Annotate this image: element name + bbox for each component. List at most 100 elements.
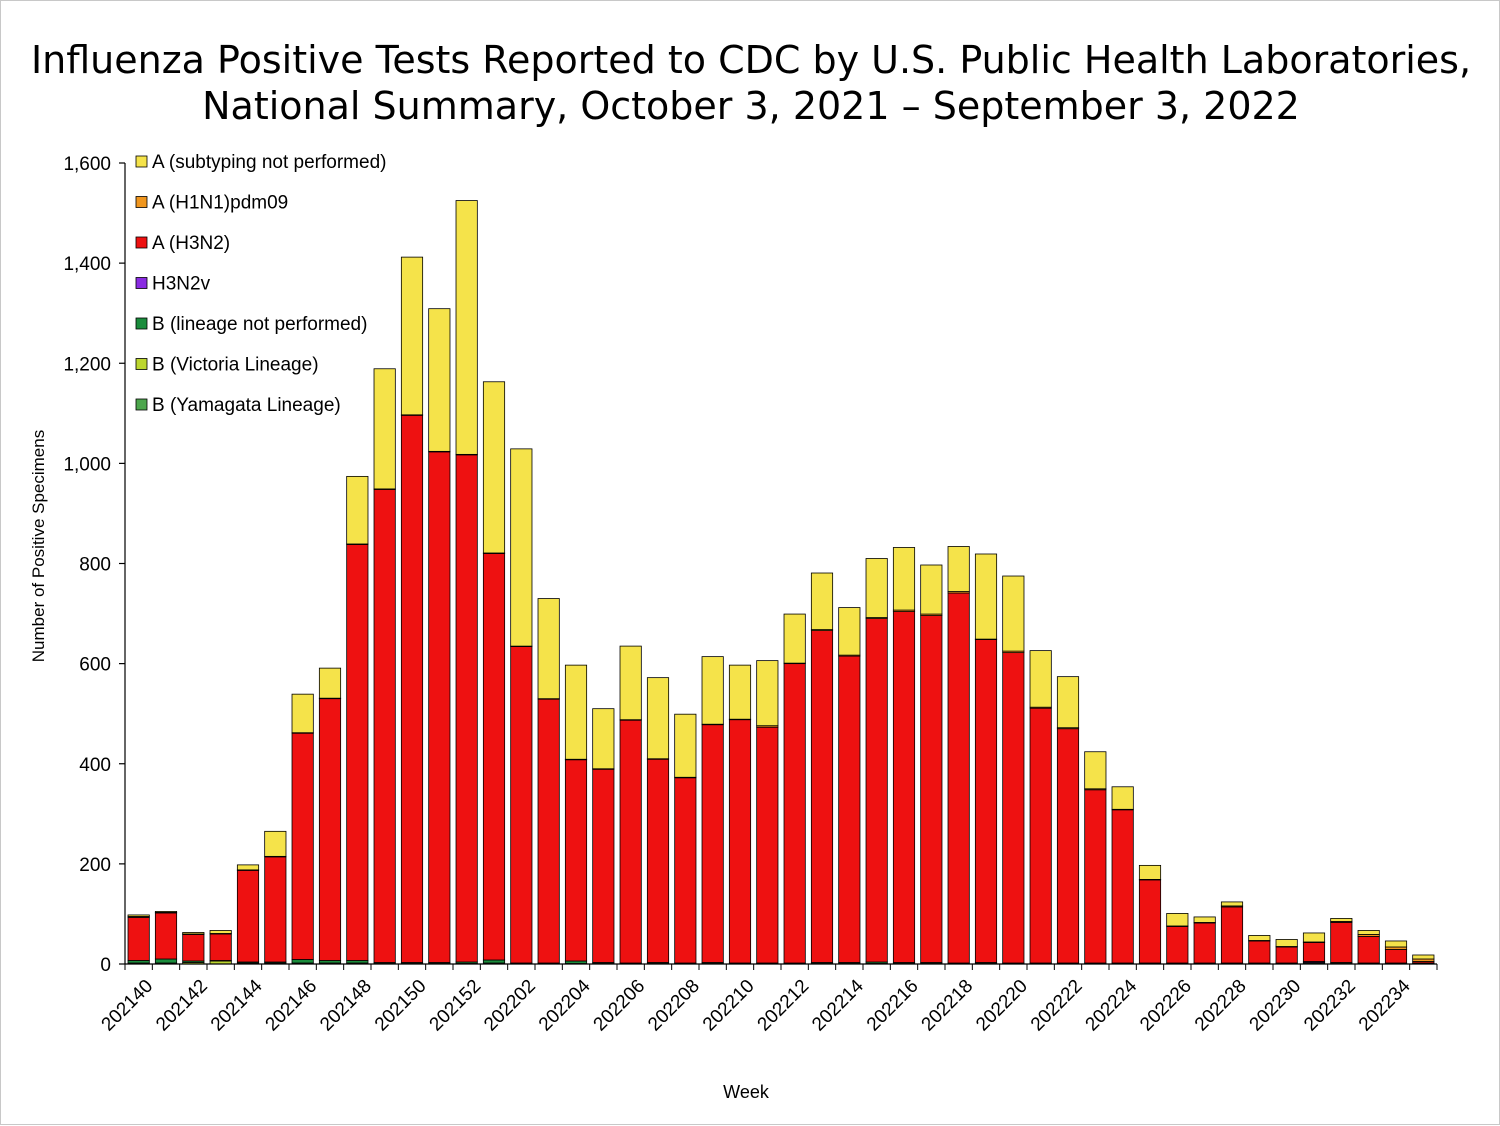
bar-segment-202145 (264, 830, 287, 857)
x-tick-label: 202142 (152, 976, 212, 1036)
bar-segment-202223 (1084, 789, 1107, 964)
bar-segment-202221 (1029, 650, 1052, 708)
legend-swatch (135, 358, 148, 370)
x-tick-label: 202146 (262, 976, 322, 1036)
bar-segment-202227 (1193, 922, 1216, 964)
bar-segment-202141 (154, 912, 178, 960)
bar-segment-202206 (619, 645, 642, 721)
x-tick-label: 202204 (535, 975, 595, 1035)
bar-segment-202222 (1056, 728, 1080, 964)
chart-title-line-2: National Summary, October 3, 2021 – Sept… (202, 84, 1300, 128)
y-tick-label: 200 (79, 855, 111, 876)
bar-segment-202215 (865, 558, 888, 618)
bar-segment-202148 (346, 544, 369, 961)
bar-segment-202145 (264, 856, 287, 963)
bar-segment-202208 (674, 713, 697, 778)
y-tick-label: 600 (79, 655, 111, 676)
bar-segment-202143 (209, 930, 232, 934)
x-tick-label: 202144 (207, 975, 267, 1035)
bar-segment-202141 (154, 911, 178, 913)
bar-segment-202201 (482, 553, 506, 961)
legend-swatch (135, 317, 148, 330)
bar-segment-202232 (1330, 918, 1353, 922)
bar-segment-202202 (510, 448, 533, 647)
bar-segment-202228 (1220, 906, 1244, 964)
chart-title-line-1: Influenza Positive Tests Reported to CDC… (30, 38, 1472, 82)
bar-segment-202144 (236, 869, 260, 963)
bar-segment-202233 (1357, 936, 1380, 964)
x-tick-label: 202140 (98, 976, 158, 1036)
bar-segment-202149 (373, 489, 396, 963)
bar-segment-202229 (1248, 935, 1271, 941)
bar-segment-202231 (1302, 942, 1326, 962)
bar-segment-202204 (564, 759, 588, 962)
bar-segment-202225 (1138, 879, 1162, 964)
bar-segment-202211 (756, 660, 779, 727)
bar-segment-202218 (947, 592, 970, 964)
y-tick-label: 400 (79, 755, 111, 776)
bar-segment-202203 (537, 698, 560, 964)
bar-segment-202215 (865, 618, 888, 963)
bar-segment-202220 (1002, 652, 1025, 964)
bar-segment-202141 (154, 958, 178, 964)
bar-segment-202233 (1357, 930, 1380, 935)
x-tick-label: 202224 (1082, 975, 1142, 1035)
bar-segment-202140 (127, 917, 150, 961)
x-tick-label: 202230 (1246, 976, 1306, 1036)
legend-label: A (H3N2) (152, 233, 230, 254)
bar-segment-202224 (1111, 809, 1134, 964)
bar-segment-202226 (1166, 926, 1189, 964)
bar-segment-202223 (1084, 751, 1107, 790)
bar-segment-202151 (428, 451, 451, 963)
y-tick-label: 0 (100, 955, 111, 976)
bar-segment-202202 (510, 646, 533, 964)
bar-segment-202209 (701, 656, 724, 725)
legend-swatch (135, 277, 148, 289)
bar-segment-202146 (291, 959, 314, 964)
bar-segment-202224 (1111, 786, 1134, 810)
legend-swatch (135, 196, 148, 208)
bar-segment-202234 (1384, 949, 1408, 964)
bar-segment-202222 (1056, 676, 1080, 729)
bar-segment-202214 (838, 607, 861, 656)
bar-segment-202209 (701, 724, 724, 963)
bar-segment-202216 (892, 611, 916, 963)
bar-segment-202218 (947, 546, 970, 592)
bar-segment-202213 (810, 572, 834, 630)
bar-segment-202146 (291, 693, 314, 734)
x-tick-label: 202216 (863, 976, 923, 1036)
bar-segment-202201 (482, 959, 506, 964)
bar-segment-202201 (482, 381, 506, 554)
bar-segment-202142 (182, 932, 205, 935)
x-axis-label: Week (723, 1082, 770, 1102)
bar-segment-202147 (318, 698, 342, 961)
bar-segment-202207 (646, 677, 670, 760)
x-tick-label: 202234 (1355, 975, 1415, 1035)
bar-segment-202150 (400, 414, 424, 963)
bar-segment-202149 (373, 368, 396, 490)
bar-segment-202152 (455, 200, 478, 455)
bar-segment-202211 (756, 726, 779, 964)
y-tick-label: 800 (79, 555, 111, 576)
bar-segment-202217 (920, 615, 943, 963)
bar-segment-202217 (920, 564, 943, 615)
y-tick-label: 1,400 (63, 254, 111, 275)
x-tick-label: 202212 (754, 976, 814, 1036)
bars-group (127, 200, 1435, 965)
legend-label: B (Yamagata Lineage) (152, 395, 341, 416)
bar-segment-202203 (537, 598, 560, 700)
x-tick-label: 202202 (480, 976, 540, 1036)
bar-segment-202220 (1002, 575, 1025, 652)
bar-segment-202140 (127, 914, 150, 917)
x-tick-label: 202232 (1300, 976, 1360, 1036)
bar-segment-202231 (1302, 932, 1326, 943)
bar-segment-202151 (428, 308, 451, 452)
bar-segment-202148 (346, 475, 369, 545)
bar-segment-202219 (974, 553, 998, 640)
x-tick-label: 202206 (590, 976, 650, 1036)
x-tick-label: 202222 (1027, 976, 1087, 1036)
bar-segment-202216 (892, 547, 916, 611)
bar-segment-202152 (455, 454, 478, 963)
y-tick-label: 1,200 (63, 354, 111, 375)
